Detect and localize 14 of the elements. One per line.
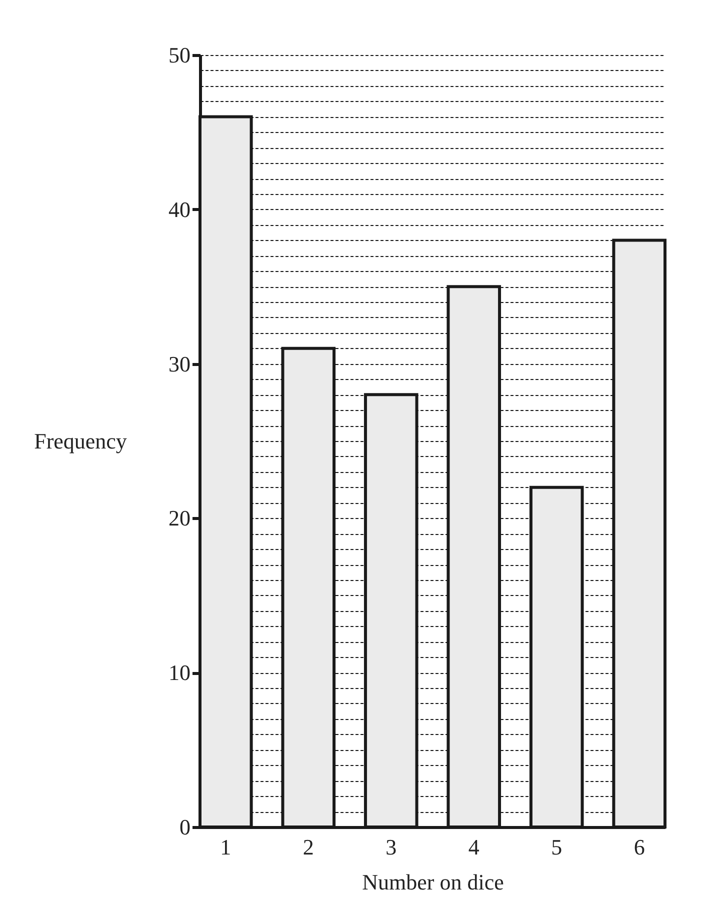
y-tick-label: 20 [168, 506, 190, 531]
y-tick-label: 30 [168, 351, 190, 376]
y-tick-label: 50 [168, 42, 190, 68]
x-tick-label: 2 [302, 834, 314, 860]
x-tick-label: 1 [220, 834, 232, 860]
x-tick-label: 6 [634, 834, 645, 860]
y-tick-label: 0 [180, 814, 190, 840]
y-tick-label: 10 [168, 660, 190, 686]
y-tick-label: 40 [168, 196, 190, 222]
x-tick-label: 4 [468, 834, 480, 860]
y-axis-title: Frequency [34, 428, 127, 454]
x-tick-label: 5 [551, 834, 562, 860]
x-axis-title: Number on dice [362, 870, 504, 894]
x-tick-label: 3 [386, 834, 397, 860]
